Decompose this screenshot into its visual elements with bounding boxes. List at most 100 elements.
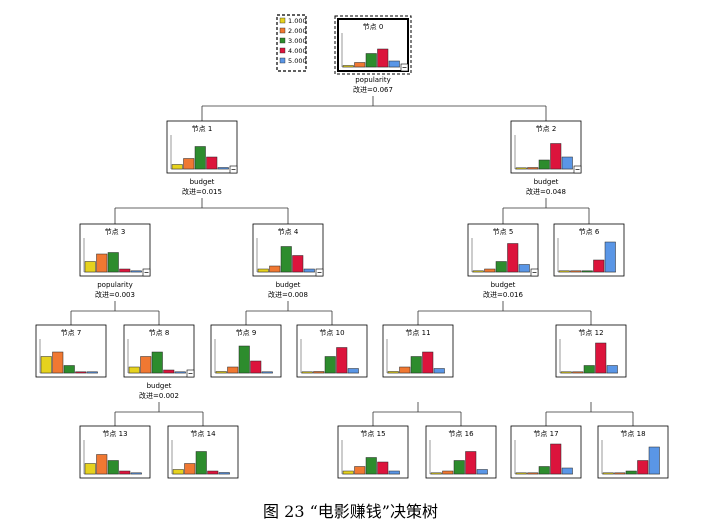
histogram-bar <box>107 252 119 273</box>
histogram-bar <box>515 167 527 170</box>
node-label: 节点 13 <box>102 430 127 438</box>
tree-node[interactable]: 节点 13 <box>79 425 151 479</box>
node-label: 节点 3 <box>105 228 126 236</box>
legend-entry: 2.000 <box>279 27 307 35</box>
split-variable: popularity <box>97 281 133 289</box>
split-variable: budget <box>491 281 516 289</box>
tree-node[interactable]: 节点 12 <box>555 324 627 378</box>
split-improvement: 改进=0.067 <box>353 85 393 94</box>
histogram-bar <box>86 371 98 374</box>
histogram-bar <box>377 461 389 475</box>
histogram-bar <box>387 371 399 374</box>
node-label: 节点 1 <box>192 125 213 133</box>
legend-label: 4.000 <box>288 47 307 55</box>
node-label: 节点 14 <box>190 430 216 438</box>
histogram-bar <box>96 454 108 475</box>
histogram-bar <box>561 156 573 170</box>
legend-label: 2.000 <box>288 27 307 35</box>
split-improvement: 改进=0.002 <box>139 391 179 400</box>
histogram-bar <box>183 158 195 170</box>
histogram-bar <box>484 268 496 273</box>
histogram-bar <box>570 270 582 273</box>
histogram-bar <box>637 460 649 475</box>
figure-caption: 图 23 “电影赚钱”决策树 <box>263 502 438 521</box>
tree-node[interactable]: 节点 15 <box>337 425 409 479</box>
histogram-bar <box>301 371 313 374</box>
histogram-bar <box>527 472 539 475</box>
histogram-bar <box>595 342 607 374</box>
split-variable: popularity <box>355 76 391 84</box>
histogram-bar <box>602 472 614 475</box>
histogram-bar <box>648 446 660 475</box>
histogram-bar <box>342 470 354 475</box>
selection-outline <box>334 15 412 75</box>
node-label: 节点 17 <box>533 430 558 438</box>
histogram-bar <box>465 451 477 475</box>
node-label: 节点 8 <box>149 329 170 337</box>
histogram-bar <box>507 243 519 273</box>
histogram-bar <box>75 371 87 374</box>
tree-node[interactable]: 节点 9 <box>210 324 282 378</box>
histogram-bar <box>280 246 292 273</box>
tree-node[interactable]: 节点 14 <box>167 425 239 479</box>
histogram-bar <box>442 470 454 475</box>
tree-node[interactable]: 节点 7 <box>35 324 107 378</box>
node-label: 节点 10 <box>319 329 344 337</box>
histogram-bar <box>269 265 281 273</box>
histogram-bar <box>172 469 184 475</box>
legend-entry: 4.000 <box>279 47 307 55</box>
histogram-bar <box>130 472 142 475</box>
histogram-bar <box>84 261 96 273</box>
histogram-bar <box>347 368 359 374</box>
node-label: 节点 2 <box>536 125 557 133</box>
tree-node[interactable]: 节点 10 <box>296 324 368 378</box>
split-improvement: 改进=0.015 <box>182 187 222 196</box>
histogram-bar <box>614 472 626 475</box>
tree-node[interactable]: 节点 18 <box>597 425 669 479</box>
histogram-bar <box>625 470 637 475</box>
tree-edges <box>70 96 634 426</box>
histogram-bar <box>581 270 593 273</box>
histogram-bar <box>476 469 488 475</box>
node-label: 节点 4 <box>278 228 299 236</box>
histogram-bar <box>527 167 539 170</box>
tree-node[interactable]: 节点 17 <box>510 425 582 479</box>
split-variable: budget <box>147 382 172 390</box>
legend-swatch <box>279 27 286 34</box>
node-label: 节点 11 <box>405 329 430 337</box>
histogram-bar <box>453 460 465 475</box>
histogram-bar <box>313 371 325 374</box>
tree-node[interactable]: 节点 16 <box>425 425 497 479</box>
histogram-bar <box>550 443 562 475</box>
histogram-bar <box>119 268 131 273</box>
legend-entry: 5.000 <box>279 57 307 65</box>
histogram-bar <box>430 472 442 475</box>
histogram-bar <box>365 53 377 68</box>
split-improvement: 改进=0.008 <box>268 290 308 299</box>
split-improvement: 改进=0.003 <box>95 290 135 299</box>
histogram-bar <box>342 65 354 68</box>
legend-swatch <box>279 37 286 44</box>
tree-node[interactable]: 节点 11 <box>382 324 454 378</box>
split-variable: budget <box>534 178 559 186</box>
histogram-bar <box>560 371 572 374</box>
histogram-bar <box>238 345 250 374</box>
histogram-bar <box>606 365 618 374</box>
histogram-bar <box>227 366 239 374</box>
histogram-bar <box>472 270 484 273</box>
histogram-bar <box>572 371 584 374</box>
histogram-bar <box>194 146 206 170</box>
histogram-bar <box>365 457 377 475</box>
histogram-bar <box>388 60 400 68</box>
tree-node[interactable]: 节点 6 <box>553 223 625 277</box>
histogram-bar <box>399 366 411 374</box>
histogram-bar <box>354 466 366 475</box>
histogram-bar <box>583 365 595 374</box>
